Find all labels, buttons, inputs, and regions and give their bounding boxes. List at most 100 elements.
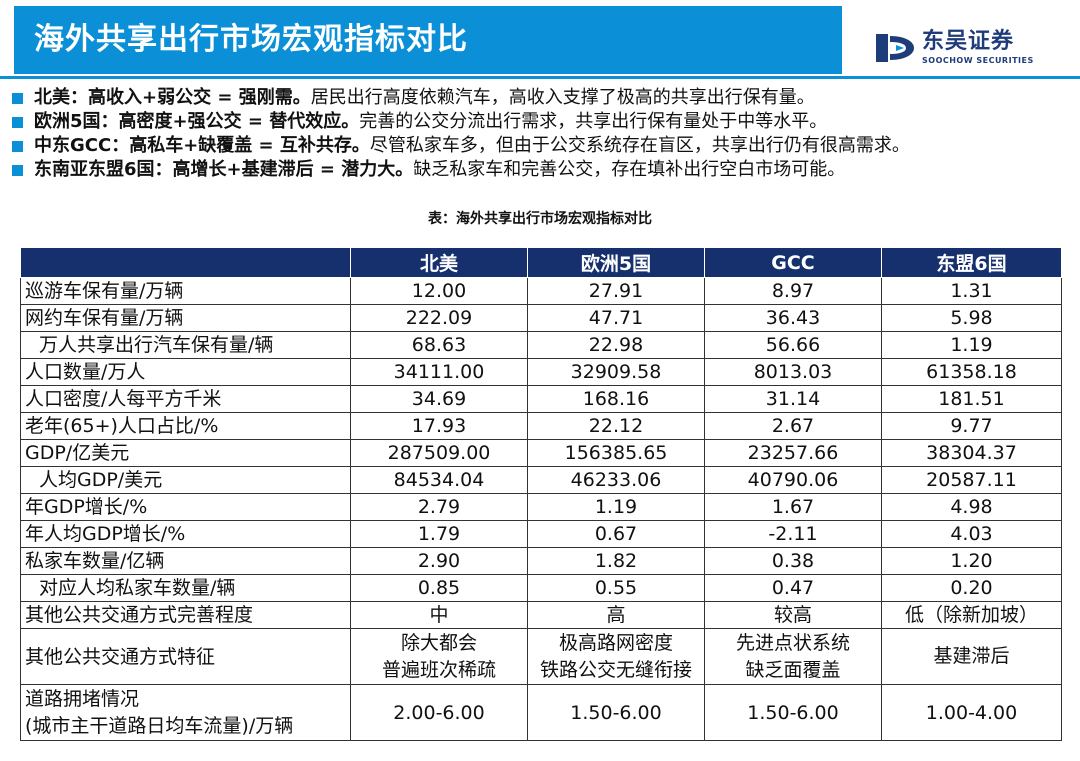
table-cell: 4.03 [881, 520, 1062, 548]
table-row: 年GDP增长/% 2.79 1.19 1.67 4.98 [20, 493, 1062, 521]
row-label: 道路拥堵情况 (城市主干道路日均车流量)/万辆 [20, 684, 351, 741]
table-row: GDP/亿美元 287509.00 156385.65 23257.66 383… [20, 439, 1062, 467]
table-cell: 极高路网密度 铁路公交无缝衔接 [527, 628, 705, 685]
bullet-item: 中东GCC：高私车+缺覆盖 = 互补共存。尽管私家车多，但由于公交系统存在盲区，… [8, 134, 1076, 158]
table-row: 万人共享出行汽车保有量/辆 68.63 22.98 56.66 1.19 [20, 331, 1062, 359]
column-header: 北美 [350, 247, 528, 278]
bullet-lead: 欧洲5国：高密度+强公交 = 替代效应。 [34, 111, 360, 132]
table-cell: 中 [350, 601, 528, 629]
table-cell: 1.20 [881, 547, 1062, 575]
table-cell: 0.20 [881, 574, 1062, 602]
table-header-row: 北美 欧洲5国 GCC 东盟6国 [20, 247, 1062, 278]
table-row: 对应人均私家车数量/辆 0.85 0.55 0.47 0.20 [20, 574, 1062, 602]
cell-line: 缺乏面覆盖 [745, 658, 841, 681]
table-cell: 1.67 [704, 493, 882, 521]
table-row: 网约车保有量/万辆 222.09 47.71 36.43 5.98 [20, 304, 1062, 332]
table-row: 人口数量/万人 34111.00 32909.58 8013.03 61358.… [20, 358, 1062, 386]
row-label: 老年(65+)人口占比/% [20, 412, 351, 440]
bullet-list: 北美：高收入+弱公交 = 强刚需。居民出行高度依赖汽车，高收入支撑了极高的共享出… [8, 86, 1076, 182]
table-cell: 27.91 [527, 277, 705, 305]
cell-line: 基建滞后 [933, 645, 1010, 667]
bullet-item: 欧洲5国：高密度+强公交 = 替代效应。完善的公交分流出行需求，共享出行保有量处… [8, 110, 1076, 134]
table-cell: 0.38 [704, 547, 882, 575]
row-label: 其他公共交通方式完善程度 [20, 601, 351, 629]
table-cell: 5.98 [881, 304, 1062, 332]
row-label: 私家车数量/亿辆 [20, 547, 351, 575]
table-cell: 56.66 [704, 331, 882, 359]
table-cell: 0.55 [527, 574, 705, 602]
table-cell: 1.50-6.00 [704, 684, 882, 741]
cell-line: (城市主干道路日均车流量)/万辆 [25, 714, 294, 737]
table-row: 年人均GDP增长/% 1.79 0.67 -2.11 4.03 [20, 520, 1062, 548]
brand-name-cn: 东吴证券 [922, 29, 1015, 54]
brand-logo-block: 东吴证券 SOOCHOW SECURITIES [872, 28, 1072, 70]
brand-name-en: SOOCHOW SECURITIES [922, 56, 1034, 65]
cell-line: 极高路网密度 [558, 631, 673, 654]
table-cell: 0.85 [350, 574, 528, 602]
bullet-text: 缺乏私家车和完善公交，存在填补出行空白市场可能。 [413, 159, 846, 180]
table-cell: 222.09 [350, 304, 528, 332]
table-cell: 34.69 [350, 385, 528, 413]
table-cell: 46233.06 [527, 466, 705, 494]
table-cell: 低（除新加坡） [881, 601, 1062, 629]
table-cell: 0.47 [704, 574, 882, 602]
bullet-text: 完善的公交分流出行需求，共享出行保有量处于中等水平。 [359, 111, 828, 132]
table-cell: 22.98 [527, 331, 705, 359]
row-label: 万人共享出行汽车保有量/辆 [20, 331, 351, 359]
row-label: 巡游车保有量/万辆 [20, 277, 351, 305]
table-cell: 较高 [704, 601, 882, 629]
table-cell: 287509.00 [350, 439, 528, 467]
row-label: GDP/亿美元 [20, 439, 351, 467]
table-cell: 181.51 [881, 385, 1062, 413]
table-cell: 2.67 [704, 412, 882, 440]
cell-line: 除大都会 [400, 631, 477, 654]
row-label: 网约车保有量/万辆 [20, 304, 351, 332]
table-cell: 除大都会 普遍班次稀疏 [350, 628, 528, 685]
bullet-lead: 北美：高收入+弱公交 = 强刚需。 [34, 87, 311, 108]
page-title: 海外共享出行市场宏观指标对比 [34, 22, 468, 57]
table-cell: 1.00-4.00 [881, 684, 1062, 741]
cell-line: 普遍班次稀疏 [381, 658, 496, 681]
cell-line: 铁路公交无缝衔接 [539, 658, 692, 681]
table-cell: 17.93 [350, 412, 528, 440]
bullet-item: 北美：高收入+弱公交 = 强刚需。居民出行高度依赖汽车，高收入支撑了极高的共享出… [8, 86, 1076, 110]
table-cell: 61358.18 [881, 358, 1062, 386]
table-cell: 31.14 [704, 385, 882, 413]
table-cell: 基建滞后 [881, 628, 1062, 685]
table-cell: 36.43 [704, 304, 882, 332]
title-bar: 海外共享出行市场宏观指标对比 [14, 6, 842, 74]
row-label: 对应人均私家车数量/辆 [20, 574, 351, 602]
table-cell: 1.19 [881, 331, 1062, 359]
table-cell: 8.97 [704, 277, 882, 305]
table-cell: 1.79 [350, 520, 528, 548]
table-cell: 40790.06 [704, 466, 882, 494]
cell-line: 先进点状系统 [735, 631, 850, 654]
column-header: 东盟6国 [881, 247, 1062, 278]
table-cell: 4.98 [881, 493, 1062, 521]
column-header: 欧洲5国 [527, 247, 705, 278]
table-cell: 2.90 [350, 547, 528, 575]
bullet-item: 东南亚东盟6国：高增长+基建滞后 = 潜力大。缺乏私家车和完善公交，存在填补出行… [8, 158, 1076, 182]
indicator-table: 北美 欧洲5国 GCC 东盟6国 巡游车保有量/万辆 12.00 27.91 8… [20, 247, 1062, 741]
table-cell: 84534.04 [350, 466, 528, 494]
table-cell: 20587.11 [881, 466, 1062, 494]
cell-line: 道路拥堵情况 [25, 687, 140, 710]
table-cell: 23257.66 [704, 439, 882, 467]
bullet-square-icon [12, 117, 23, 128]
header-rule [0, 76, 1080, 79]
column-header: GCC [704, 247, 882, 278]
bullet-square-icon [12, 165, 23, 176]
row-label: 年人均GDP增长/% [20, 520, 351, 548]
table-row: 巡游车保有量/万辆 12.00 27.91 8.97 1.31 [20, 277, 1062, 305]
bullet-square-icon [12, 141, 23, 152]
table-row: 人口密度/人每平方千米 34.69 168.16 31.14 181.51 [20, 385, 1062, 413]
row-label: 人口密度/人每平方千米 [20, 385, 351, 413]
table-cell: 1.19 [527, 493, 705, 521]
table-row-congestion: 道路拥堵情况 (城市主干道路日均车流量)/万辆 2.00-6.00 1.50-6… [20, 684, 1062, 741]
row-label: 其他公共交通方式特征 [20, 628, 351, 685]
bullet-text: 居民出行高度依赖汽车，高收入支撑了极高的共享出行保有量。 [310, 87, 815, 108]
table-cell: 34111.00 [350, 358, 528, 386]
table-cell: -2.11 [704, 520, 882, 548]
bullet-text: 尽管私家车多，但由于公交系统存在盲区，共享出行仍有很高需求。 [369, 135, 910, 156]
table-cell: 47.71 [527, 304, 705, 332]
